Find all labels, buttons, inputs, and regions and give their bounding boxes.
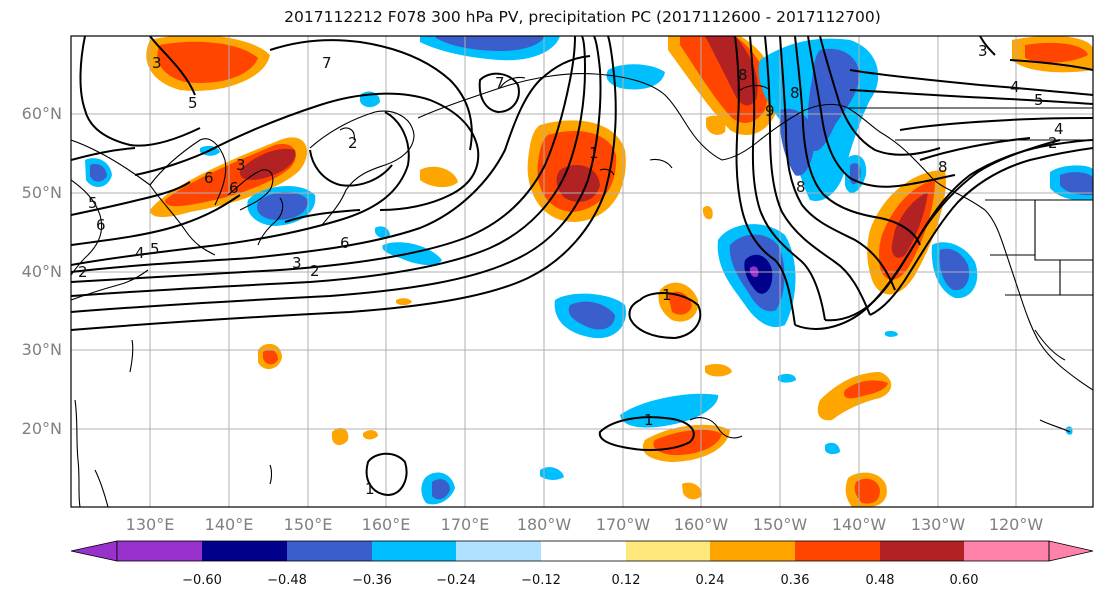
colorbar-segment [287,541,372,561]
contour-label: 3 [292,254,302,272]
colorbar-extend-max [1048,540,1094,562]
colorbar-tick-label: 0.24 [695,573,725,588]
lon-label: 160°W [673,515,729,534]
lon-label: 160°E [361,515,411,534]
contour-label: 8 [938,158,948,176]
contour-label: 2 [310,262,320,280]
lon-label: 170°W [595,515,651,534]
contour-label: 1 [589,144,599,162]
pc-positive-region-ne-corner [1012,36,1093,73]
colorbar-tick-label: −0.24 [436,573,476,588]
contour-label: 5 [1034,91,1044,109]
contour-label: 8 [738,66,748,84]
colorbar-segment [795,541,880,561]
contour-label: 4 [1054,120,1064,138]
colorbar-segment [372,541,456,561]
colorbar-tick-label: −0.12 [521,573,561,588]
contour-label: 8 [790,84,800,102]
colorbar-tick-label: 0.48 [865,573,895,588]
contour-label: 6 [204,169,214,187]
pc-negative-region-alaska [758,38,879,201]
map-frame [70,35,1094,508]
contour-label: 5 [88,194,98,212]
lon-label: 120°W [988,515,1044,534]
lat-label: 30°N [21,340,62,359]
colorbar-tick-label: −0.60 [182,573,222,588]
contour-label: 9 [765,102,775,120]
colorbar-tick-label: −0.48 [267,573,307,588]
pc-negative-region-small-patches [85,64,1093,505]
colorbar-segment [117,541,202,561]
contour-label: 1 [662,286,672,304]
contour-label: 3 [152,54,162,72]
colorbar-segment [456,541,541,561]
lon-label: 140°E [204,515,254,534]
contour-label: 4 [1010,78,1020,96]
contour-label: 6 [96,216,106,234]
contour-label: 7 [322,54,332,72]
lon-label: 130°E [125,515,175,534]
contour-label: 2 [348,134,358,152]
pc-positive-region-nw [146,36,270,91]
contour-label: 1 [644,411,654,429]
contour-label: 5 [150,240,160,258]
lat-label: 60°N [21,104,62,123]
gridlines [71,36,1093,507]
colorbar-segment [880,541,964,561]
colorbar-tick-label: −0.36 [352,573,392,588]
contour-label: 6 [229,179,239,197]
colorbar-segment [964,541,1049,561]
contour-label: 1 [365,480,375,498]
colorbar-segment [202,541,287,561]
colorbar-tick-label: 0.36 [780,573,810,588]
contour-label: 5 [188,94,198,112]
map-title: 2017112212 F078 300 hPa PV, precipitatio… [284,8,881,26]
contour-label: 8 [796,178,806,196]
contour-label: 4 [135,244,145,262]
colorbar [70,540,1094,562]
colorbar-segment [710,541,795,561]
contour-label: 3 [236,156,246,174]
lon-label: 150°E [283,515,333,534]
lon-label: 170°E [440,515,490,534]
contour-labels: 7 5 3 6 6 5 6 2 3 4 5 2 6 3 2 7 1 8 8 9 … [78,42,1064,498]
lat-label: 40°N [21,262,62,281]
contour-label: 3 [978,42,988,60]
pc-negative-region-north-pacific [420,36,560,61]
contour-label: 7 [495,74,505,92]
contour-label: 2 [1048,134,1058,152]
colorbar-extend-min [70,540,118,562]
colorbar-tick-label: 0.60 [949,573,979,588]
lon-label: 140°W [831,515,887,534]
lon-label: 180°W [516,515,572,534]
lon-label: 130°W [910,515,966,534]
precip-shading [85,36,1093,507]
lon-label: 150°W [752,515,808,534]
colorbar-segment [626,541,710,561]
lat-label: 20°N [21,419,62,438]
pv-contours [71,36,1093,497]
coastlines [71,73,1093,507]
colorbar-tick-label: 0.12 [611,573,641,588]
pc-negative-region-central [717,224,796,328]
contour-label: 6 [340,234,350,252]
contour-label: 2 [78,263,88,281]
lat-label: 50°N [21,183,62,202]
colorbar-segment [541,541,626,561]
